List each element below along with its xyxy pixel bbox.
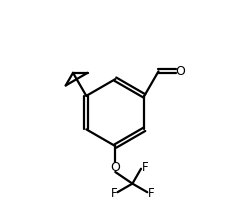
Text: F: F [148, 187, 154, 200]
Text: O: O [176, 65, 185, 78]
Text: O: O [110, 161, 120, 174]
Text: F: F [110, 187, 117, 200]
Text: F: F [142, 161, 148, 174]
